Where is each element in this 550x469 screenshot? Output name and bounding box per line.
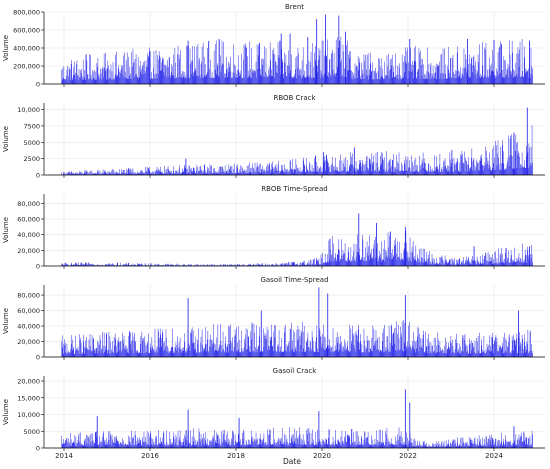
y-tick-label: 7500 [23, 122, 40, 130]
y-tick-label: 2500 [23, 155, 40, 163]
x-tick-label: 2020 [313, 452, 331, 460]
bars [61, 287, 533, 357]
x-axis-label: Date [283, 457, 301, 466]
y-tick-label: 20,000 [17, 378, 40, 386]
y-tick-label: 40,000 [17, 323, 40, 331]
y-axis-label: Volume [2, 126, 10, 152]
y-tick-label: 800,000 [13, 9, 40, 17]
panel-5: Gasoil Crack 0 5000 10,000 15,000 20,000 Volum… [2, 367, 545, 453]
x-tick-label: 2014 [55, 452, 73, 460]
y-axis-label: Volume [2, 399, 10, 425]
panel-title: Gasoil Time-Spread [260, 276, 328, 284]
y-tick-label: 10,000 [17, 411, 40, 419]
y-tick-label: 60,000 [17, 307, 40, 315]
y-tick-label: 80,000 [17, 200, 40, 208]
x-tick-label: 2016 [141, 452, 159, 460]
y-tick-label: 15,000 [17, 394, 40, 402]
panel-1: Brent 0 200,000 400,000 600,000 800,000 Volume [2, 3, 545, 89]
bars [61, 213, 533, 266]
y-tick-label: 60,000 [17, 216, 40, 224]
y-tick-label: 10,000 [17, 106, 40, 114]
panel-2: RBOB Crack 0 2500 5000 7500 10,000 Volume [2, 94, 545, 180]
y-tick-label: 20,000 [17, 338, 40, 346]
panel-3: RBOB Time-Spread 0 20,000 40,000 60,000 80,00… [2, 185, 545, 271]
y-tick-label: 0 [36, 263, 40, 271]
bars [61, 14, 533, 84]
y-tick-label: 600,000 [13, 27, 40, 35]
y-axis-label: Volume [2, 308, 10, 334]
y-tick-label: 20,000 [17, 247, 40, 255]
y-tick-label: 5000 [23, 428, 40, 436]
y-tick-label: 400,000 [13, 45, 40, 53]
y-tick-label: 0 [36, 445, 40, 453]
y-tick-label: 0 [36, 172, 40, 180]
panel-title: RBOB Crack [273, 94, 316, 102]
panels: Brent 0 200,000 400,000 600,000 800,000 Volume… [2, 3, 545, 460]
panel-title: Gasoil Crack [273, 367, 318, 375]
panel-title: RBOB Time-Spread [261, 185, 327, 193]
y-tick-label: 5000 [23, 139, 40, 147]
bars [61, 389, 533, 448]
x-tick-label: 2018 [227, 452, 245, 460]
y-axis-label: Volume [2, 35, 10, 61]
y-axis-label: Volume [2, 217, 10, 243]
y-tick-label: 40,000 [17, 231, 40, 239]
panel-title: Brent [285, 3, 304, 11]
y-tick-label: 0 [36, 81, 40, 89]
y-tick-label: 200,000 [13, 63, 40, 71]
y-tick-label: 80,000 [17, 292, 40, 300]
bars [61, 107, 533, 175]
x-tick-label: 2022 [399, 452, 417, 460]
x-tick-label: 2024 [485, 452, 503, 460]
panel-4: Gasoil Time-Spread 0 20,000 40,000 60,000 80,… [2, 276, 545, 362]
y-tick-label: 0 [36, 354, 40, 362]
